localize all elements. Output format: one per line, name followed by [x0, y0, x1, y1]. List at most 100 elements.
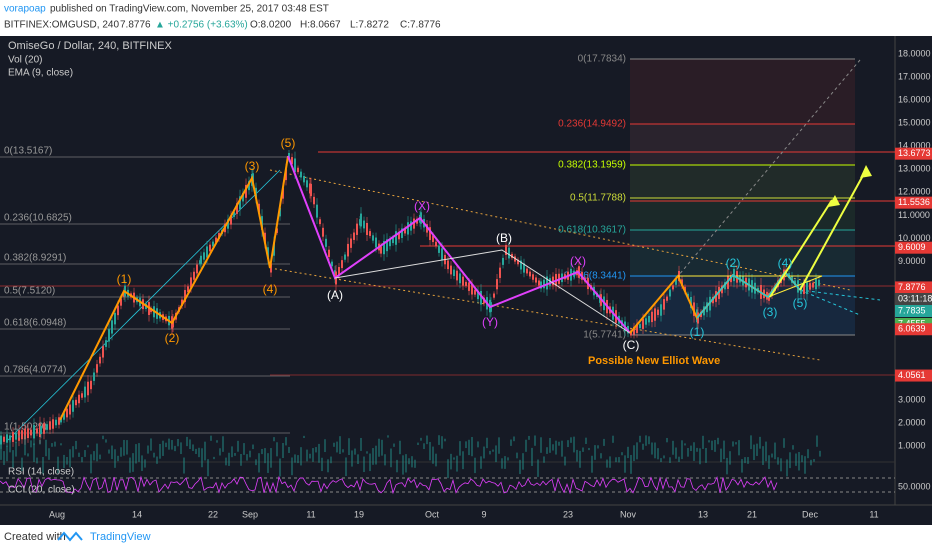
candle	[55, 419, 57, 426]
volume-bar	[198, 447, 200, 458]
volume-bar	[99, 454, 101, 460]
footer-created: Created with	[4, 531, 66, 543]
candle	[46, 424, 48, 430]
volume-bar	[333, 442, 335, 447]
fib-label: 0.382(13.1959)	[558, 160, 626, 171]
volume-bar	[471, 437, 473, 457]
volume-bar	[786, 459, 788, 477]
wave-impulse	[59, 155, 289, 421]
candle	[93, 372, 95, 381]
candle	[341, 260, 343, 269]
volume-bar	[498, 437, 500, 454]
volume-bar	[420, 437, 422, 441]
price-tick: 2.0000	[898, 417, 926, 427]
legend-vol: Vol (20)	[8, 55, 42, 66]
date-tick: 11	[869, 509, 878, 519]
volume-bar	[600, 453, 602, 459]
volume-bar	[24, 435, 26, 456]
candle	[639, 324, 641, 329]
candle	[294, 158, 296, 173]
candle	[549, 278, 551, 286]
volume-bar	[528, 435, 530, 440]
volume-bar	[168, 438, 170, 450]
candle	[209, 244, 211, 252]
volume-bar	[615, 457, 617, 463]
volume-bar	[627, 446, 629, 459]
volume-bar	[804, 456, 806, 474]
volume-bar	[765, 441, 767, 462]
candle	[546, 276, 548, 290]
fib-label: 1(5.7741)	[583, 330, 626, 341]
candle	[648, 315, 650, 323]
candle	[12, 432, 14, 442]
volume-bar	[621, 452, 623, 456]
arrow	[769, 199, 833, 298]
volume-bar	[30, 440, 32, 448]
volume-bar	[624, 455, 626, 473]
volume-bar	[402, 455, 404, 475]
volume-bar	[483, 446, 485, 459]
wave-label: (2)	[165, 331, 180, 345]
candle	[356, 223, 358, 235]
candle	[114, 312, 116, 325]
volume-bar	[279, 458, 281, 477]
volume-bar	[123, 439, 125, 456]
volume-bar	[756, 443, 758, 456]
price-tag-label: 03:11:18	[898, 293, 932, 303]
volume-bar	[60, 443, 62, 446]
date-tick: 19	[354, 509, 364, 519]
volume-bar	[159, 443, 161, 459]
volume-bar	[156, 456, 158, 464]
price-tick: 3.0000	[898, 394, 926, 404]
volume-bar	[219, 448, 221, 456]
volume-bar	[642, 443, 644, 450]
candle	[363, 220, 365, 229]
candle	[58, 417, 60, 425]
volume-bar	[171, 440, 173, 450]
change: ▲ +0.2756 (+3.63%)	[155, 20, 248, 31]
author[interactable]: vorapoap	[4, 4, 46, 15]
volume-bar	[675, 447, 677, 459]
candle	[372, 235, 374, 241]
volume-bar	[54, 441, 56, 447]
axes: 18.0000 17.0000 16.0000 15.0000 14.0000 13.00…	[49, 48, 932, 519]
candle	[49, 421, 51, 430]
volume-bar	[585, 437, 587, 444]
price-tick: 13.0000	[898, 164, 931, 174]
volume-bar	[522, 453, 524, 470]
candle	[383, 240, 385, 255]
fib-label: 0.236(14.9492)	[558, 119, 626, 130]
volume-bar	[297, 455, 299, 464]
volume-bar	[759, 436, 761, 449]
volume-bar	[369, 453, 371, 472]
candle	[499, 267, 501, 278]
candle	[33, 425, 35, 439]
fib-label: 0.618(10.3617)	[558, 225, 626, 236]
volume-bar	[681, 440, 683, 460]
volume-bar	[684, 443, 686, 446]
volume-bar	[12, 450, 14, 468]
volume-bar	[264, 448, 266, 464]
candle	[493, 293, 495, 298]
volume-bar	[249, 450, 251, 458]
volume-bar	[705, 448, 707, 463]
volume-bar	[228, 452, 230, 466]
volume-bar	[630, 454, 632, 474]
candle	[117, 305, 119, 316]
volume-bar	[795, 453, 797, 466]
price-tick: 16.0000	[898, 94, 931, 104]
candle	[642, 318, 644, 329]
volume-bar	[501, 458, 503, 469]
volume-bar	[474, 457, 476, 474]
volume-bar	[735, 442, 737, 445]
volume-bar	[150, 438, 152, 451]
volume-bar	[303, 435, 305, 438]
volume-bar	[732, 441, 734, 447]
footer-brand[interactable]: TradingView	[90, 531, 151, 543]
volume-bar	[18, 435, 20, 438]
volume-bar	[783, 438, 785, 448]
fib-label: 0.786(8.3441)	[564, 271, 626, 282]
volume-bar	[678, 456, 680, 462]
volume-bar	[654, 442, 656, 459]
volume-bar	[717, 437, 719, 445]
